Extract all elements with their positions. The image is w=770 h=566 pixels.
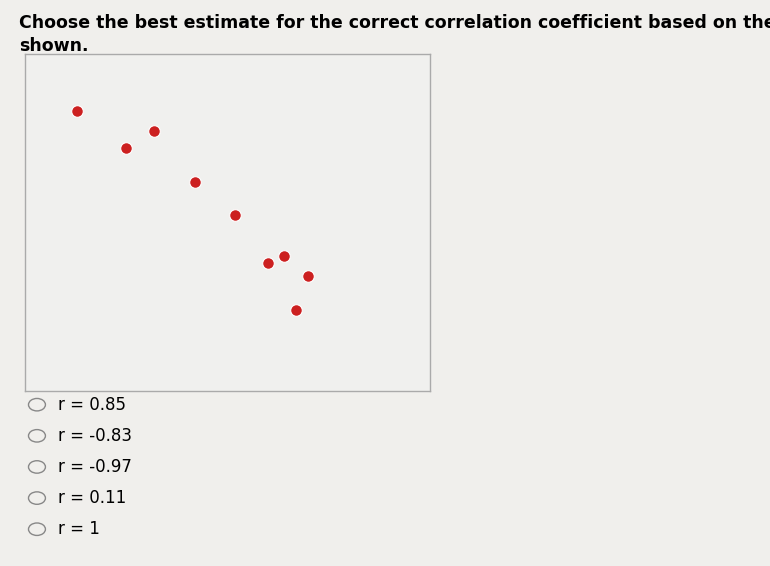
Point (189, 177, 201, 186)
Point (148, 127, 160, 136)
Text: r = -0.83: r = -0.83 (58, 427, 132, 445)
Text: Choose the best estimate for the correct correlation coefficient based on the sc: Choose the best estimate for the correct… (19, 14, 770, 32)
Point (290, 305, 302, 314)
Text: shown.: shown. (19, 37, 89, 55)
Point (262, 258, 274, 267)
Point (302, 272, 314, 281)
Point (71, 106, 83, 115)
Text: r = 0.11: r = 0.11 (58, 489, 126, 507)
Point (229, 211, 242, 220)
Text: r = -0.97: r = -0.97 (58, 458, 132, 476)
Point (278, 251, 290, 260)
Text: r = 1: r = 1 (58, 520, 99, 538)
Text: r = 0.85: r = 0.85 (58, 396, 126, 414)
Point (120, 144, 132, 153)
